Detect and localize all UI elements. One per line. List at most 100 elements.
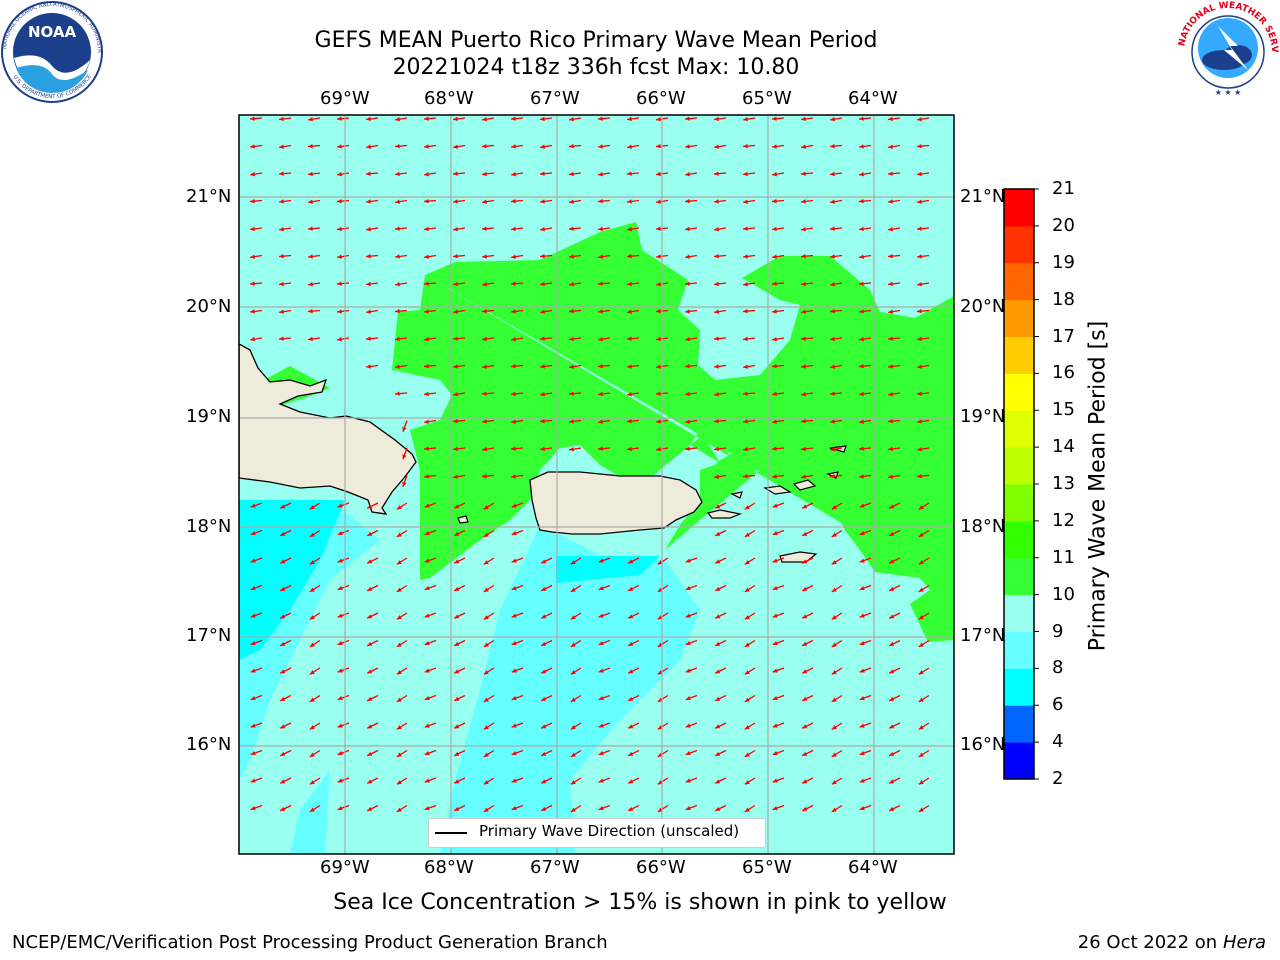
wave-arrow-head [424,337,429,342]
wave-arrow-head [250,531,256,536]
wave-arrow-head [569,171,574,177]
wave-arrow-head [511,281,516,286]
wave-arrow-head [366,116,371,122]
wave-arrow-head [801,253,806,259]
wave-arrow-head [511,613,517,618]
wave-arrow-head [685,696,691,701]
wave-arrow-head [598,446,603,451]
wave-arrow-head [280,669,286,674]
wave-arrow-head [656,419,661,424]
lon-label-bottom-69w: 69°W [320,857,370,878]
wave-arrow-head [309,807,315,812]
wave-arrow-head [453,227,458,232]
wave-arrow-head [424,116,429,121]
wave-arrow-head [541,586,547,591]
wave-arrow-head [628,641,634,646]
wave-arrow-head [483,587,489,592]
wave-arrow-head [511,198,516,204]
wave-arrow-head [830,391,835,396]
wave-arrow-head [367,724,373,729]
wave-arrow-head [889,531,895,536]
wave-arrow-head [685,778,691,783]
wave-arrow-head [279,336,284,341]
wave-arrow-head [715,669,721,674]
wave-arrow-head [656,226,661,231]
wave-arrow-head [627,446,632,452]
wave-arrow-head [744,780,750,785]
wave-arrow-head [569,254,574,259]
wave-arrow-head [309,560,315,565]
wave-arrow-head [888,171,893,176]
wave-arrow-head [337,586,343,591]
wave-arrow-head [627,199,632,204]
wave-arrow-head [569,143,574,149]
wave-arrow-head [859,778,865,783]
wave-arrow-head [627,364,632,369]
wave-arrow-head [511,446,516,451]
wave-arrow-head [917,364,922,369]
wave-arrow-head [540,171,545,176]
wave-arrow-head [714,446,719,452]
wave-arrow-head [598,419,603,424]
wave-arrow-head [801,171,806,176]
wave-arrow-head [424,751,430,756]
wave-arrow-head [541,724,547,729]
wave-arrow-head [715,586,721,591]
wave-arrow-head [917,226,922,231]
wave-arrow-head [367,559,373,564]
colorbar-tick-label: 9 [1052,620,1064,642]
wave-arrow-head [801,309,806,314]
wave-arrow-head [511,778,517,783]
wave-arrow-head [715,724,721,729]
wave-arrow-head [685,363,690,369]
wave-arrow-head [772,668,778,673]
wave-arrow-head [917,391,922,396]
wave-arrow-head [395,364,400,369]
wave-arrow-head [280,696,286,701]
wave-arrow-head [917,254,922,259]
wave-arrow-head [888,446,893,452]
wave-arrow-head [541,696,547,701]
wave-arrow-head [598,613,604,618]
colorbar-tick-label: 17 [1052,325,1075,347]
wave-arrow-head [802,586,808,591]
wave-arrow-head [598,696,604,701]
wave-arrow-head [859,144,864,149]
wave-arrow-head [424,696,430,701]
wave-arrow-head [308,308,313,314]
wave-arrow-head [598,723,604,728]
wave-arrow-head [308,143,313,149]
wave-arrow-head [280,806,286,811]
land-puerto-rico [529,471,703,535]
wave-arrow-head [309,780,315,785]
wave-arrow-head [685,198,690,204]
wave-arrow-head [685,558,691,563]
wave-arrow-head [309,752,315,757]
wave-arrow-head [569,199,574,204]
lat-label-left-18n: 18°N [186,516,232,537]
colorbar-tick-label: 10 [1052,583,1075,605]
wave-arrow-head [279,116,284,122]
wave-arrow-head [830,254,835,259]
wave-arrow-head [685,613,691,618]
wave-arrow-head [917,143,922,149]
wave-arrow-head [743,391,748,396]
wave-arrow-head [309,642,315,647]
wave-arrow-head [831,505,837,510]
wave-arrow-head [250,696,256,701]
wave-arrow-head [801,418,806,424]
wave-arrow-head [889,751,895,756]
wave-arrow-head [540,392,545,397]
wave-arrow-head [830,336,835,342]
wave-arrow-head [280,586,286,591]
wave-arrow-head [482,336,487,342]
wave-arrow-head [395,308,400,314]
wave-arrow-head [859,558,865,563]
wave-arrow-head [918,670,924,675]
wave-arrow-head [772,254,777,259]
wave-arrow-head [424,474,429,479]
wave-arrow-head [337,723,343,728]
wave-arrow-head [859,172,864,177]
wave-arrow-head [569,364,574,369]
wave-arrow-head [279,144,284,149]
